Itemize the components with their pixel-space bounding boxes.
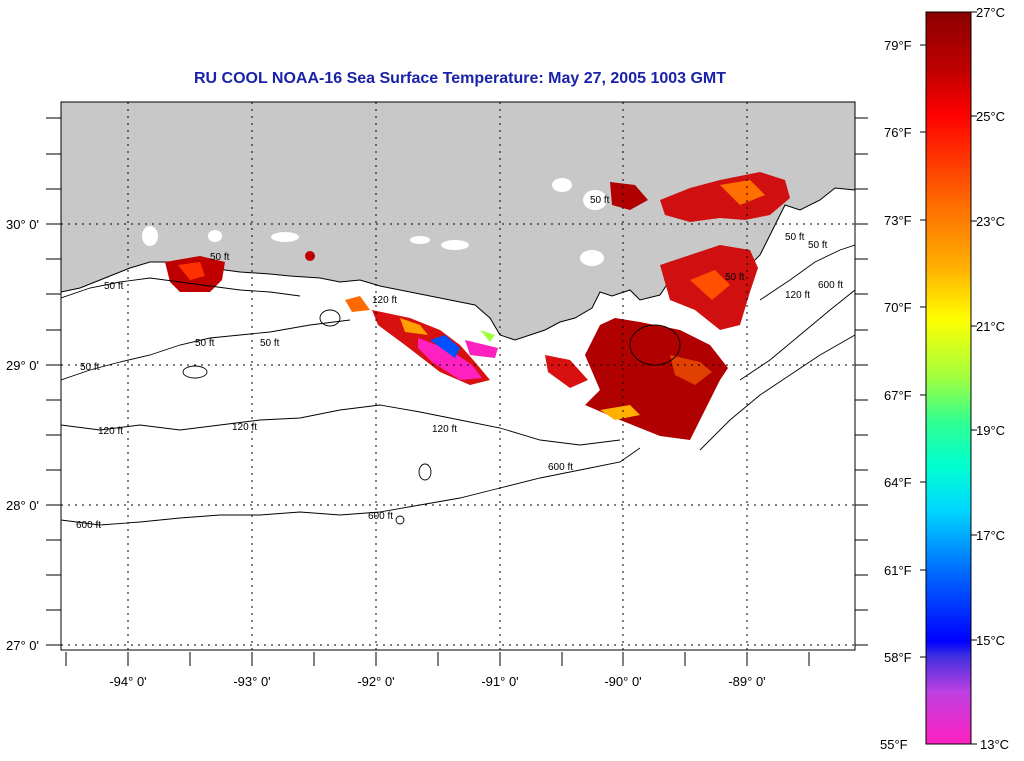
colorbar-ticks	[920, 11, 977, 745]
lon-label: -91° 0'	[481, 674, 518, 689]
land-area	[61, 102, 855, 340]
fahrenheit-label: 73°F	[884, 213, 912, 228]
fahrenheit-label: 55°F	[880, 737, 908, 752]
celsius-label: 13°C	[980, 737, 1009, 752]
lat-label: 29° 0'	[6, 358, 39, 373]
fahrenheit-label: 70°F	[884, 300, 912, 315]
contour-label: 50 ft	[808, 240, 828, 251]
contour-label: 50 ft	[104, 281, 124, 292]
fahrenheit-label: 58°F	[884, 650, 912, 665]
celsius-label: 25°C	[976, 109, 1005, 124]
contour-label: 120 ft	[372, 295, 397, 306]
contour-label: 50 ft	[725, 272, 745, 283]
celsius-label: 19°C	[976, 423, 1005, 438]
lat-label: 27° 0'	[6, 638, 39, 653]
contour-label: 50 ft	[210, 252, 230, 263]
map-frame	[60, 101, 856, 651]
contour-label: 120 ft	[232, 422, 257, 433]
lon-label: -92° 0'	[357, 674, 394, 689]
lon-label: -90° 0'	[604, 674, 641, 689]
lon-label: -94° 0'	[109, 674, 146, 689]
fahrenheit-label: 79°F	[884, 38, 912, 53]
temperature-colorbar	[925, 11, 972, 745]
lat-label: 28° 0'	[6, 498, 39, 513]
contour-label: 120 ft	[98, 426, 123, 437]
map-title: RU COOL NOAA-16 Sea Surface Temperature:…	[193, 70, 727, 87]
lon-ticks	[65, 652, 810, 666]
celsius-label: 17°C	[976, 528, 1005, 543]
lat-ticks-right	[855, 117, 868, 646]
depth-contours	[61, 244, 855, 526]
lon-label: -93° 0'	[233, 674, 270, 689]
fahrenheit-label: 76°F	[884, 125, 912, 140]
contour-label: 50 ft	[195, 338, 215, 349]
lat-label: 30° 0'	[6, 217, 39, 232]
inland-water	[142, 178, 607, 266]
lat-ticks-left	[46, 117, 61, 646]
contour-label: 600 ft	[818, 280, 843, 291]
contour-label: 600 ft	[76, 520, 101, 531]
contour-label: 600 ft	[548, 462, 573, 473]
sst-data-layer	[165, 172, 790, 440]
grid-lines	[61, 102, 855, 650]
contour-label: 50 ft	[80, 362, 100, 373]
celsius-label: 23°C	[976, 214, 1005, 229]
contour-label: 120 ft	[432, 424, 457, 435]
contour-label: 50 ft	[590, 195, 610, 206]
contour-label: 50 ft	[785, 232, 805, 243]
fahrenheit-label: 61°F	[884, 563, 912, 578]
fahrenheit-label: 64°F	[884, 475, 912, 490]
contour-label: 600 ft	[368, 511, 393, 522]
contour-label: 50 ft	[260, 338, 280, 349]
fahrenheit-label: 67°F	[884, 388, 912, 403]
celsius-label: 15°C	[976, 633, 1005, 648]
lon-label: -89° 0'	[728, 674, 765, 689]
celsius-label: 21°C	[976, 319, 1005, 334]
celsius-label: 27°C	[976, 5, 1005, 20]
contour-label: 120 ft	[785, 290, 810, 301]
